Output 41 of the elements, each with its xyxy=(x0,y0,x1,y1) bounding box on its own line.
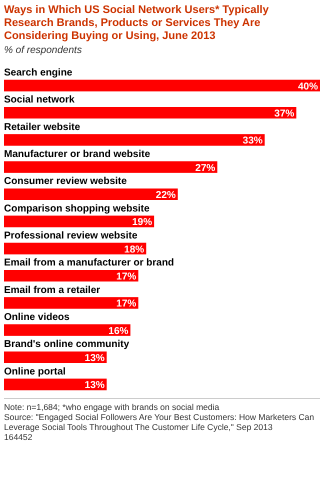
chart-subtitle: % of respondents xyxy=(3,44,83,58)
y-tick-label: Manufacturer or brand website xyxy=(4,149,151,160)
bar xyxy=(4,188,178,200)
y-tick-label: Retailer website xyxy=(4,122,81,133)
y-tick-label: Comparison shopping website xyxy=(4,203,150,214)
bar xyxy=(4,242,146,254)
bar xyxy=(4,351,107,364)
bar xyxy=(4,270,138,282)
bar xyxy=(4,297,138,309)
bar xyxy=(4,378,107,390)
bar xyxy=(4,80,320,92)
data-label: 40% xyxy=(298,81,318,92)
y-tick-label: Social network xyxy=(4,94,76,106)
y-tick-label: Online portal xyxy=(4,366,66,378)
bar xyxy=(4,216,154,228)
data-label: 19% xyxy=(132,217,152,228)
data-label: 37% xyxy=(274,108,294,120)
bar xyxy=(4,161,218,173)
y-tick-label: Online videos xyxy=(4,312,70,324)
chart-title: Ways in Which US Social Network Users* Typically Research Brands, Products or Services They Are Considering Buying or Using, June 2013 xyxy=(3,3,270,43)
bar xyxy=(4,134,265,146)
y-tick-label: Email from a manufacturer or brand xyxy=(4,258,174,269)
data-label: 33% xyxy=(242,136,263,147)
data-label: 18% xyxy=(124,244,144,256)
data-label: 27% xyxy=(195,162,216,174)
data-label: 22% xyxy=(156,190,176,201)
source-note: Source: "Engaged Social Followers Are Your Best Customers: How Marketers Can Leverage Social Tools Throughout The Customer Life Cycle," Sep 2013 xyxy=(4,412,316,432)
y-tick-label: Consumer review website xyxy=(4,176,128,188)
data-label: 13% xyxy=(84,380,105,392)
data-label: 13% xyxy=(84,353,105,364)
text: Note: n=1,684; *who engage with brands on social media xyxy=(4,402,220,412)
y-tick-label: Search engine xyxy=(4,68,73,79)
bar xyxy=(4,324,130,336)
y-tick-label: Professional review website xyxy=(4,230,138,242)
bar xyxy=(4,106,296,119)
text: 164452 xyxy=(4,432,34,442)
data-label: 17% xyxy=(116,298,136,310)
data-label: 16% xyxy=(108,326,129,337)
y-tick-label: Brand's online community xyxy=(4,339,130,350)
data-label: 17% xyxy=(116,272,136,282)
y-tick-label: Email from a retailer xyxy=(4,284,100,296)
